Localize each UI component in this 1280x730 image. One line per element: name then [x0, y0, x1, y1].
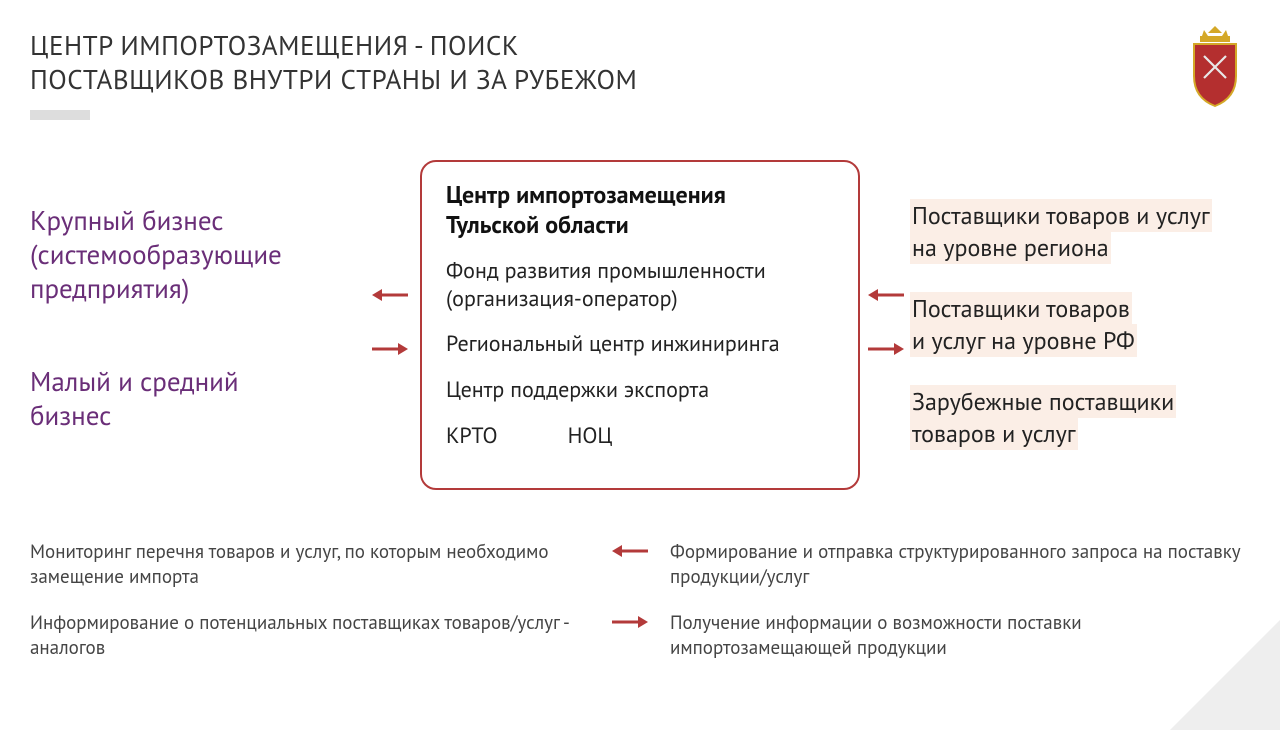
arrow-right-out [868, 342, 904, 356]
legend-row-2: Информирование о потенциальных поставщик… [30, 611, 1250, 660]
title-underline-decor [30, 110, 90, 120]
text: и услуг на уровне РФ [910, 324, 1137, 357]
legend: Мониторинг перечня товаров и услуг, по к… [30, 540, 1250, 683]
text: Зарубежные поставщики [910, 385, 1176, 418]
right-item-1: Поставщики товаров и услуг на уровне рег… [910, 200, 1250, 265]
legend-row2-right: Получение информации о возможности поста… [670, 611, 1250, 660]
legend-arrow-right-icon [590, 611, 670, 629]
arrow-left-in [372, 288, 408, 302]
left-item-large-business: Крупный бизнес (системообразующие предпр… [30, 205, 360, 306]
right-item-3: Зарубежные поставщики товаров и услуг [910, 386, 1250, 451]
arrow-left-out [372, 342, 408, 356]
text: Поставщики товаров [910, 292, 1132, 325]
center-bottom-row: КРТО НОЦ [446, 422, 834, 450]
legend-row1-right: Формирование и отправка структурированно… [670, 540, 1250, 589]
region-emblem-icon [1180, 18, 1250, 108]
title-line-2: ПОСТАВЩИКОВ ВНУТРИ СТРАНЫ И ЗА РУБЕЖОМ [30, 63, 637, 97]
text: (организация-оператор) [446, 285, 678, 313]
text: Поставщики товаров и услуг [910, 199, 1212, 232]
legend-row2-left: Информирование о потенциальных поставщик… [30, 611, 590, 660]
legend-row-1: Мониторинг перечня товаров и услуг, по к… [30, 540, 1250, 589]
text: Малый и средний [30, 365, 239, 399]
center-bottom-a: КРТО [446, 422, 498, 450]
title-line-1: ЦЕНТР ИМПОРТОЗАМЕЩЕНИЯ - ПОИСК [30, 29, 519, 63]
text: Центр импортозамещения [446, 179, 726, 210]
center-line-2: Региональный центр инжиниринга [446, 331, 834, 359]
center-line-1: Фонд развития промышленности (организаци… [446, 258, 834, 313]
text: бизнес [30, 399, 111, 433]
page-title: ЦЕНТР ИМПОРТОЗАМЕЩЕНИЯ - ПОИСК ПОСТАВЩИК… [30, 30, 637, 98]
center-box-title: Центр импортозамещения Тульской области [446, 180, 834, 240]
center-box: Центр импортозамещения Тульской области … [420, 160, 860, 490]
legend-row1-left: Мониторинг перечня товаров и услуг, по к… [30, 540, 590, 589]
text: предприятия) [30, 272, 189, 306]
right-column: Поставщики товаров и услуг на уровне рег… [910, 200, 1250, 478]
arrow-right-in [868, 288, 904, 302]
center-bottom-b: НОЦ [568, 422, 613, 450]
text: на уровне региона [910, 231, 1111, 264]
center-line-3: Центр поддержки экспорта [446, 377, 834, 405]
text: товаров и услуг [910, 417, 1078, 450]
left-item-sme: Малый и средний бизнес [30, 366, 360, 434]
left-column: Крупный бизнес (системообразующие предпр… [30, 205, 360, 494]
text: Крупный бизнес [30, 204, 223, 238]
legend-arrow-left-icon [590, 540, 670, 558]
right-item-2: Поставщики товаров и услуг на уровне РФ [910, 293, 1250, 358]
text: Тульской области [446, 209, 629, 240]
corner-decor [1170, 620, 1280, 730]
text: Фонд развития промышленности [446, 257, 766, 285]
text: (системообразующие [30, 238, 282, 272]
